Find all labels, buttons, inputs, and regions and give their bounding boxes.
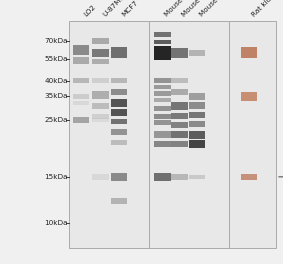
Bar (92, 103, 109, 109)
Bar (111, 140, 127, 145)
Bar (92, 38, 109, 44)
Bar (154, 131, 171, 138)
Bar (111, 173, 127, 181)
Bar (189, 121, 205, 127)
Bar (111, 129, 127, 135)
Bar (111, 99, 127, 107)
Text: Mouse brain: Mouse brain (164, 0, 200, 18)
Bar (154, 98, 171, 102)
Bar (73, 94, 89, 99)
Bar (189, 50, 205, 56)
Text: Mouse liver: Mouse liver (199, 0, 232, 18)
Text: GMFB: GMFB (279, 172, 283, 181)
Bar (111, 119, 127, 124)
Bar (171, 78, 188, 83)
Bar (171, 122, 188, 128)
Bar (73, 78, 89, 83)
Text: MCF7: MCF7 (120, 0, 139, 18)
Bar (154, 40, 171, 44)
Bar (92, 59, 109, 64)
Bar (189, 93, 205, 100)
Bar (171, 48, 188, 58)
Text: 25kDa: 25kDa (44, 117, 68, 123)
Bar (73, 101, 89, 105)
Bar (189, 112, 205, 118)
Bar (154, 45, 171, 60)
Bar (154, 91, 171, 96)
Bar (69, 21, 276, 248)
Text: Mouse kidney: Mouse kidney (181, 0, 221, 18)
Bar (154, 85, 171, 89)
Bar (189, 175, 205, 179)
Bar (154, 114, 171, 119)
Bar (154, 140, 171, 147)
Text: Rat kidney: Rat kidney (250, 0, 282, 18)
Bar (189, 102, 205, 109)
Bar (111, 47, 127, 58)
Text: 70kDa: 70kDa (44, 38, 68, 44)
Bar (171, 89, 188, 95)
Bar (241, 174, 257, 180)
Bar (111, 78, 127, 83)
Bar (171, 174, 188, 180)
Text: 15kDa: 15kDa (44, 174, 68, 180)
Bar (171, 102, 188, 110)
Bar (154, 32, 171, 37)
Bar (92, 114, 109, 119)
Bar (154, 173, 171, 181)
Bar (171, 140, 188, 147)
Bar (171, 131, 188, 138)
Text: 10kDa: 10kDa (44, 220, 68, 226)
Text: LO2: LO2 (83, 4, 97, 18)
Bar (111, 109, 127, 116)
Bar (111, 198, 127, 204)
Bar (154, 120, 171, 125)
Bar (73, 45, 89, 55)
Bar (92, 174, 109, 180)
Bar (73, 57, 89, 64)
Bar (189, 140, 205, 148)
Text: U-87MG: U-87MG (102, 0, 127, 18)
Text: 40kDa: 40kDa (44, 78, 68, 83)
Text: 35kDa: 35kDa (44, 93, 68, 99)
Bar (111, 89, 127, 95)
Bar (73, 117, 89, 123)
Bar (154, 106, 171, 111)
Bar (171, 113, 188, 119)
Bar (92, 91, 109, 99)
Bar (92, 78, 109, 83)
Text: 55kDa: 55kDa (44, 56, 68, 62)
Bar (241, 92, 257, 101)
Bar (92, 118, 109, 122)
Bar (189, 131, 205, 139)
Bar (241, 47, 257, 58)
Bar (92, 49, 109, 57)
Bar (154, 78, 171, 83)
